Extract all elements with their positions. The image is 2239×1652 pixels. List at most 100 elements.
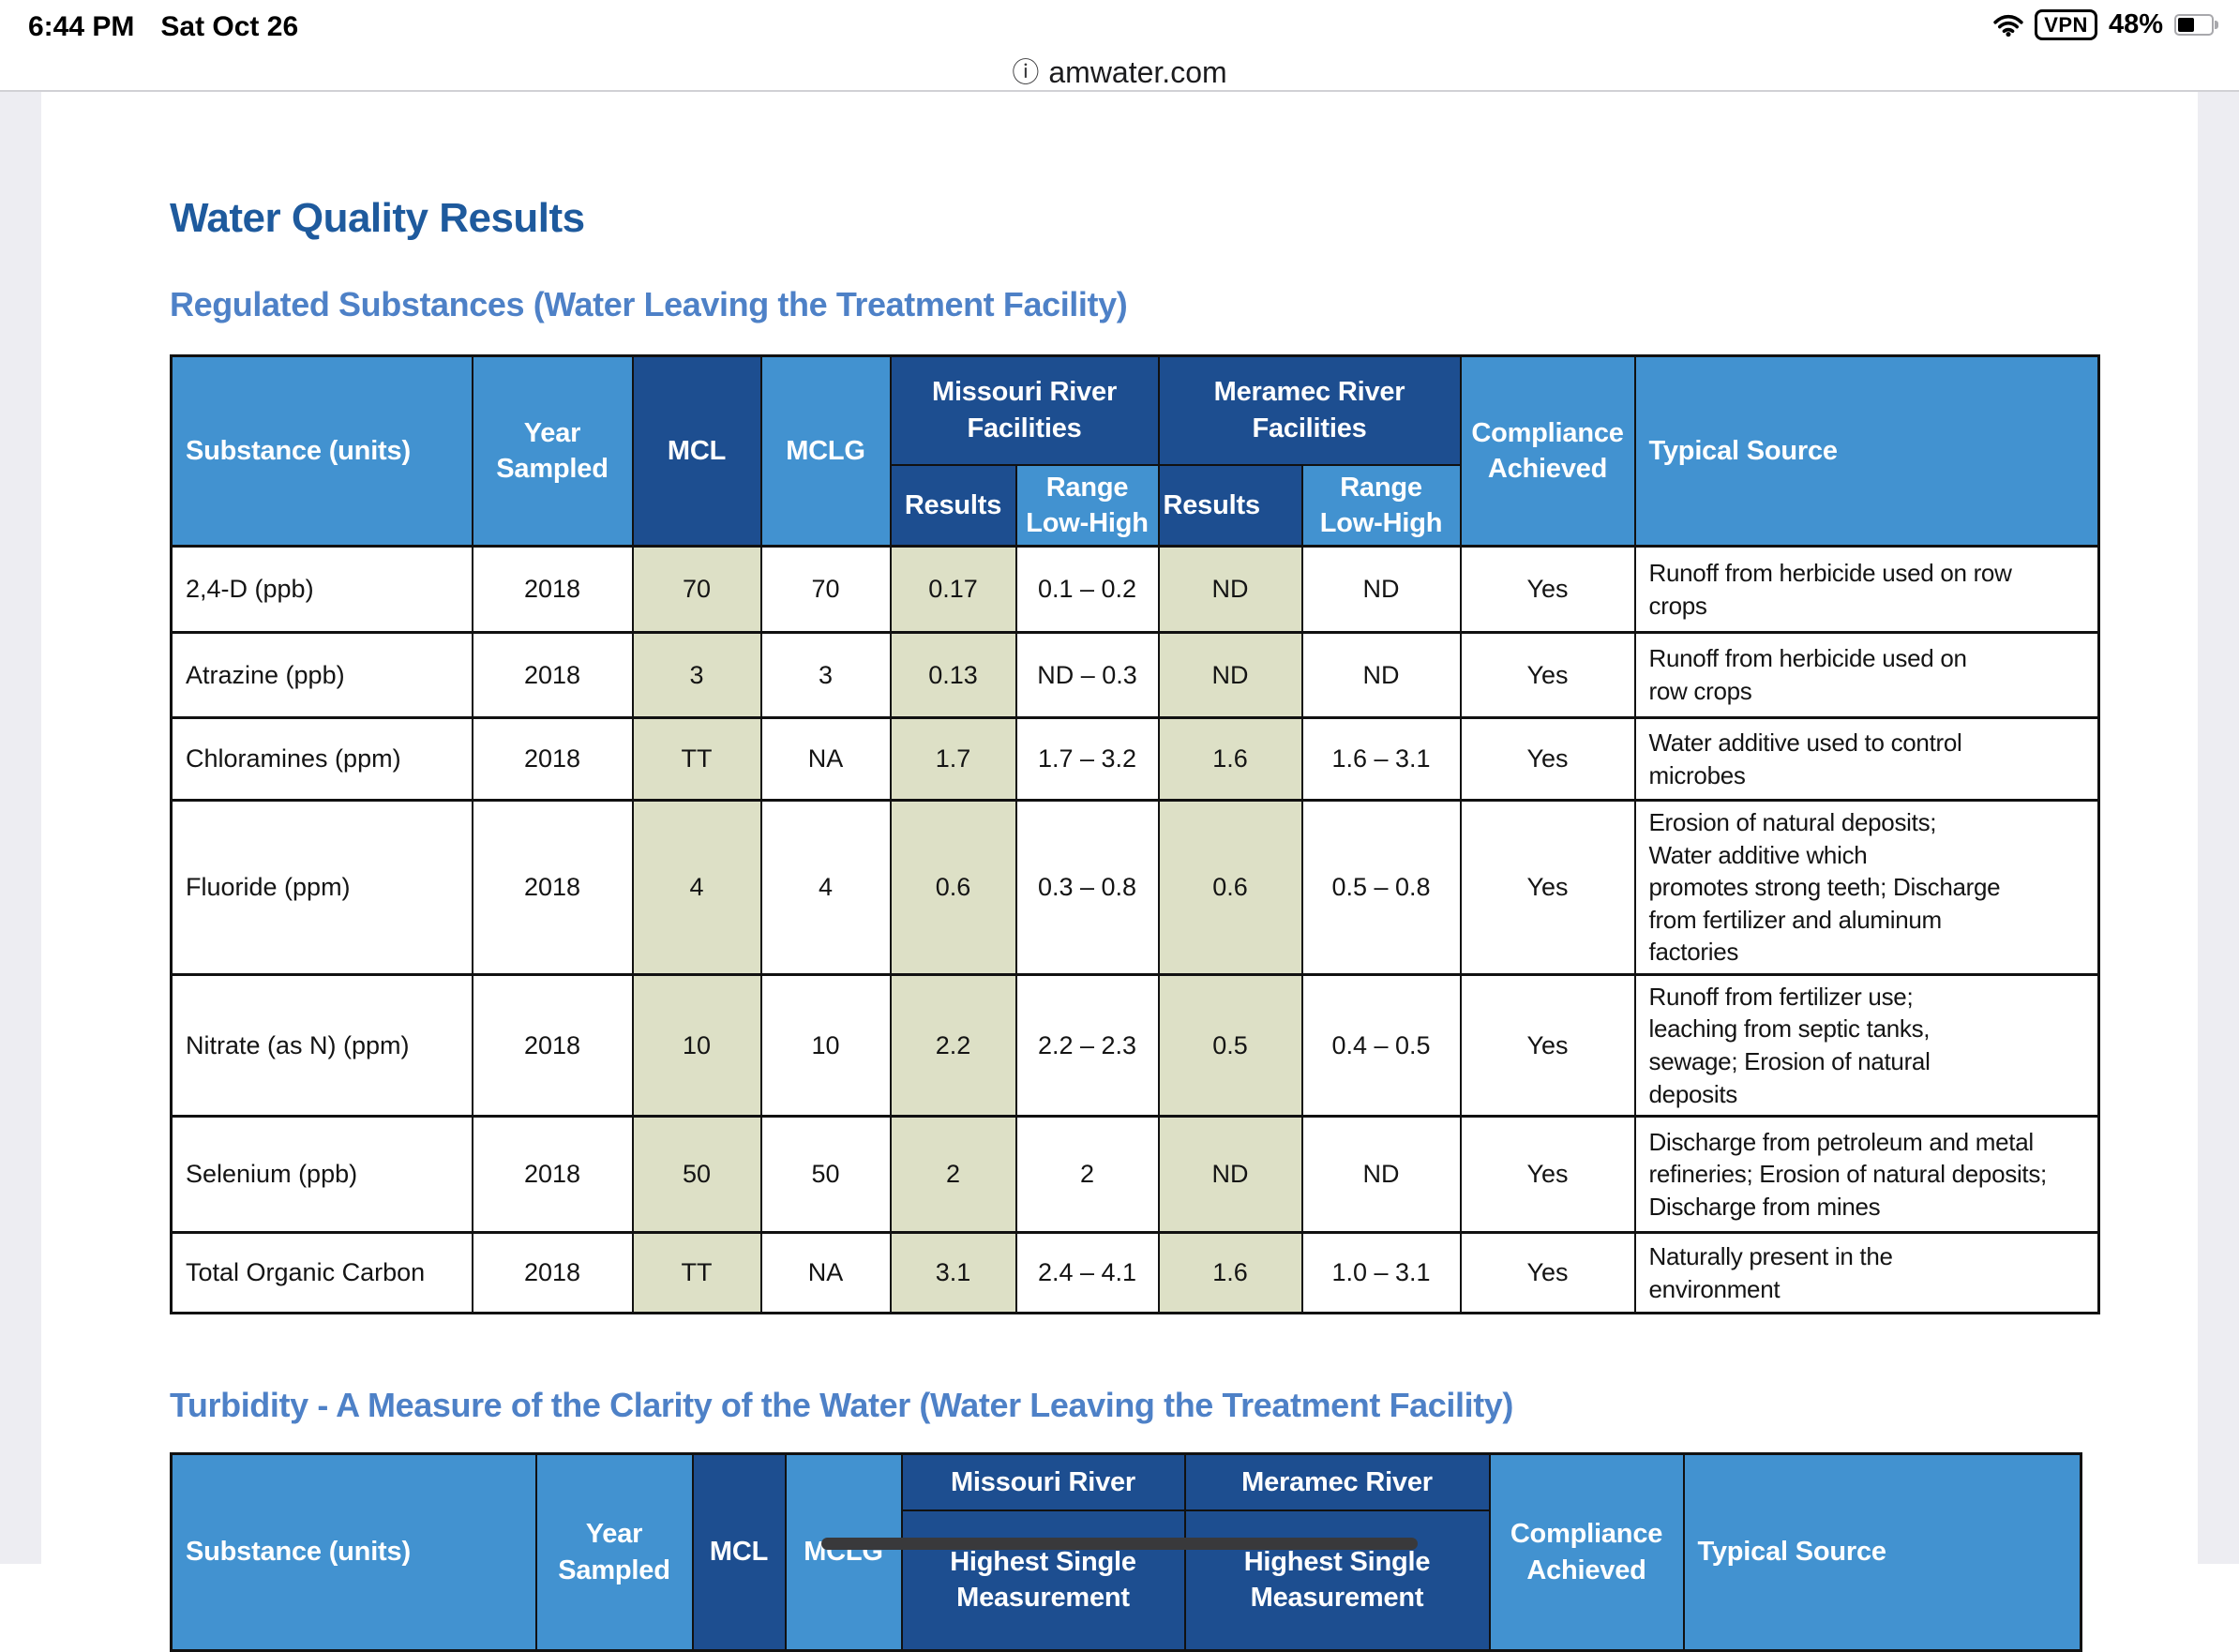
cell-me-range: ND — [1300, 631, 1462, 719]
col-header-mo-results: Results — [889, 463, 1017, 548]
cell-me-range: 1.6 – 3.1 — [1300, 716, 1462, 802]
cell-mo-results: 1.7 — [889, 716, 1017, 802]
cell-substance: Nitrate (as N) (ppm) — [170, 973, 473, 1118]
status-bar: 6:44 PM Sat Oct 26 VPN 48% — [0, 0, 2239, 54]
cell-mcl: 10 — [631, 973, 762, 1118]
col-group-missouri: Missouri River — [900, 1452, 1186, 1511]
page-content: Water Quality Results Regulated Substanc… — [0, 92, 2239, 1652]
cell-mo-results: 2.2 — [889, 973, 1017, 1118]
table-row: Chloramines (ppm) 2018 TT NA 1.7 1.7 – 3… — [170, 716, 2100, 802]
section-heading-regulated: Regulated Substances (Water Leaving the … — [170, 285, 1128, 323]
cell-me-range: 1.0 – 3.1 — [1300, 1231, 1462, 1314]
battery-percent: 48% — [2108, 9, 2163, 39]
col-header-substance: Substance (units) — [170, 354, 473, 548]
col-header-typical-source: Typical Source — [1682, 1452, 2082, 1652]
cell-mcl: 70 — [631, 545, 762, 634]
table-row: Total Organic Carbon 2018 TT NA 3.1 2.4 … — [170, 1231, 2100, 1314]
cell-me-results: 0.6 — [1157, 799, 1303, 976]
col-header-me-measurement: Highest Single Measurement — [1183, 1509, 1491, 1652]
cell-me-results: ND — [1157, 1115, 1303, 1234]
col-header-typical-source: Typical Source — [1633, 354, 2100, 548]
regulated-substances-table: Substance (units) Year Sampled MCL MCLG … — [170, 354, 2101, 1315]
cell-mo-range: 2 — [1014, 1115, 1160, 1234]
clock-label: 6:44 PM — [28, 11, 135, 42]
url-text[interactable]: amwater.com — [1048, 54, 1227, 89]
col-header-year: Year Sampled — [471, 354, 634, 548]
left-gutter — [0, 92, 41, 1564]
cell-mo-range: 2.4 – 4.1 — [1014, 1231, 1160, 1314]
col-header-me-range: Range Low-High — [1300, 463, 1462, 548]
cell-mcl: 50 — [631, 1115, 762, 1234]
cell-mcl: 3 — [631, 631, 762, 719]
cell-me-results: 1.6 — [1157, 716, 1303, 802]
section-heading-turbidity: Turbidity - A Measure of the Clarity of … — [170, 1386, 1514, 1424]
cell-me-range: 0.4 – 0.5 — [1300, 973, 1462, 1118]
right-gutter — [2198, 92, 2239, 1564]
cell-year: 2018 — [471, 973, 634, 1118]
cell-me-range: 0.5 – 0.8 — [1300, 799, 1462, 976]
cell-mo-results: 0.13 — [889, 631, 1017, 719]
col-header-mcl: MCL — [691, 1452, 787, 1652]
cell-year: 2018 — [471, 631, 634, 719]
table-row: Nitrate (as N) (ppm) 2018 10 10 2.2 2.2 … — [170, 973, 2100, 1118]
table-row: Selenium (ppb) 2018 50 50 2 2 ND ND Yes … — [170, 1115, 2100, 1234]
cell-substance: Fluoride (ppm) — [170, 799, 473, 976]
cell-mo-range: ND – 0.3 — [1014, 631, 1160, 719]
cell-mo-results: 0.6 — [889, 799, 1017, 976]
cell-year: 2018 — [471, 1115, 634, 1234]
cell-typical-source: Erosion of natural deposits; Water addit… — [1633, 799, 2100, 976]
table-row: 2,4-D (ppb) 2018 70 70 0.17 0.1 – 0.2 ND… — [170, 545, 2100, 634]
col-header-mclg: MCLG — [759, 354, 892, 548]
cell-me-results: 1.6 — [1157, 1231, 1303, 1314]
battery-icon — [2174, 14, 2218, 36]
cell-mo-range: 1.7 – 3.2 — [1014, 716, 1160, 802]
cell-typical-source: Runoff from herbicide used on row crops — [1633, 545, 2100, 634]
col-header-mcl: MCL — [631, 354, 762, 548]
cell-year: 2018 — [471, 716, 634, 802]
cell-mclg: 3 — [759, 631, 892, 719]
cell-compliance: Yes — [1459, 545, 1636, 634]
cell-year: 2018 — [471, 799, 634, 976]
cell-mclg: 10 — [759, 973, 892, 1118]
status-left: 6:44 PM Sat Oct 26 — [28, 11, 298, 43]
address-bar[interactable]: ⓘ amwater.com — [0, 54, 2239, 92]
cell-typical-source: Discharge from petroleum and metal refin… — [1633, 1115, 2100, 1234]
cell-mo-range: 2.2 – 2.3 — [1014, 973, 1160, 1118]
col-header-mo-range: Range Low-High — [1014, 463, 1160, 548]
cell-compliance: Yes — [1459, 716, 1636, 802]
cell-mcl: 4 — [631, 799, 762, 976]
col-header-compliance: Compliance Achieved — [1459, 354, 1636, 548]
cell-mclg: NA — [759, 1231, 892, 1314]
cell-mo-results: 2 — [889, 1115, 1017, 1234]
cell-mo-range: 0.1 – 0.2 — [1014, 545, 1160, 634]
cell-substance: Chloramines (ppm) — [170, 716, 473, 802]
cell-compliance: Yes — [1459, 1231, 1636, 1314]
cell-year: 2018 — [471, 1231, 634, 1314]
cell-mclg: 4 — [759, 799, 892, 976]
cell-mclg: 50 — [759, 1115, 892, 1234]
cell-compliance: Yes — [1459, 799, 1636, 976]
page-title: Water Quality Results — [170, 195, 585, 241]
cell-typical-source: Water additive used to control microbes — [1633, 716, 2100, 802]
vpn-badge: VPN — [2035, 9, 2097, 40]
home-indicator[interactable] — [821, 1538, 1418, 1550]
status-right: VPN 48% — [1993, 9, 2218, 40]
cell-me-range: ND — [1300, 1115, 1462, 1234]
cell-mo-range: 0.3 – 0.8 — [1014, 799, 1160, 976]
cell-substance: Atrazine (ppb) — [170, 631, 473, 719]
cell-mo-results: 0.17 — [889, 545, 1017, 634]
col-group-missouri: Missouri River Facilities — [889, 354, 1160, 466]
col-header-mo-measurement: Highest Single Measurement — [900, 1509, 1186, 1652]
cell-substance: Selenium (ppb) — [170, 1115, 473, 1234]
cell-mcl: TT — [631, 716, 762, 802]
cell-typical-source: Runoff from herbicide used on row crops — [1633, 631, 2100, 719]
col-header-year: Year Sampled — [534, 1452, 694, 1652]
cell-compliance: Yes — [1459, 1115, 1636, 1234]
cell-mo-results: 3.1 — [889, 1231, 1017, 1314]
cell-substance: 2,4-D (ppb) — [170, 545, 473, 634]
col-header-me-results: Results — [1157, 463, 1303, 548]
info-icon[interactable]: ⓘ — [1012, 55, 1040, 88]
cell-mclg: 70 — [759, 545, 892, 634]
col-header-substance: Substance (units) — [170, 1452, 537, 1652]
col-group-meramec: Meramec River Facilities — [1157, 354, 1462, 466]
